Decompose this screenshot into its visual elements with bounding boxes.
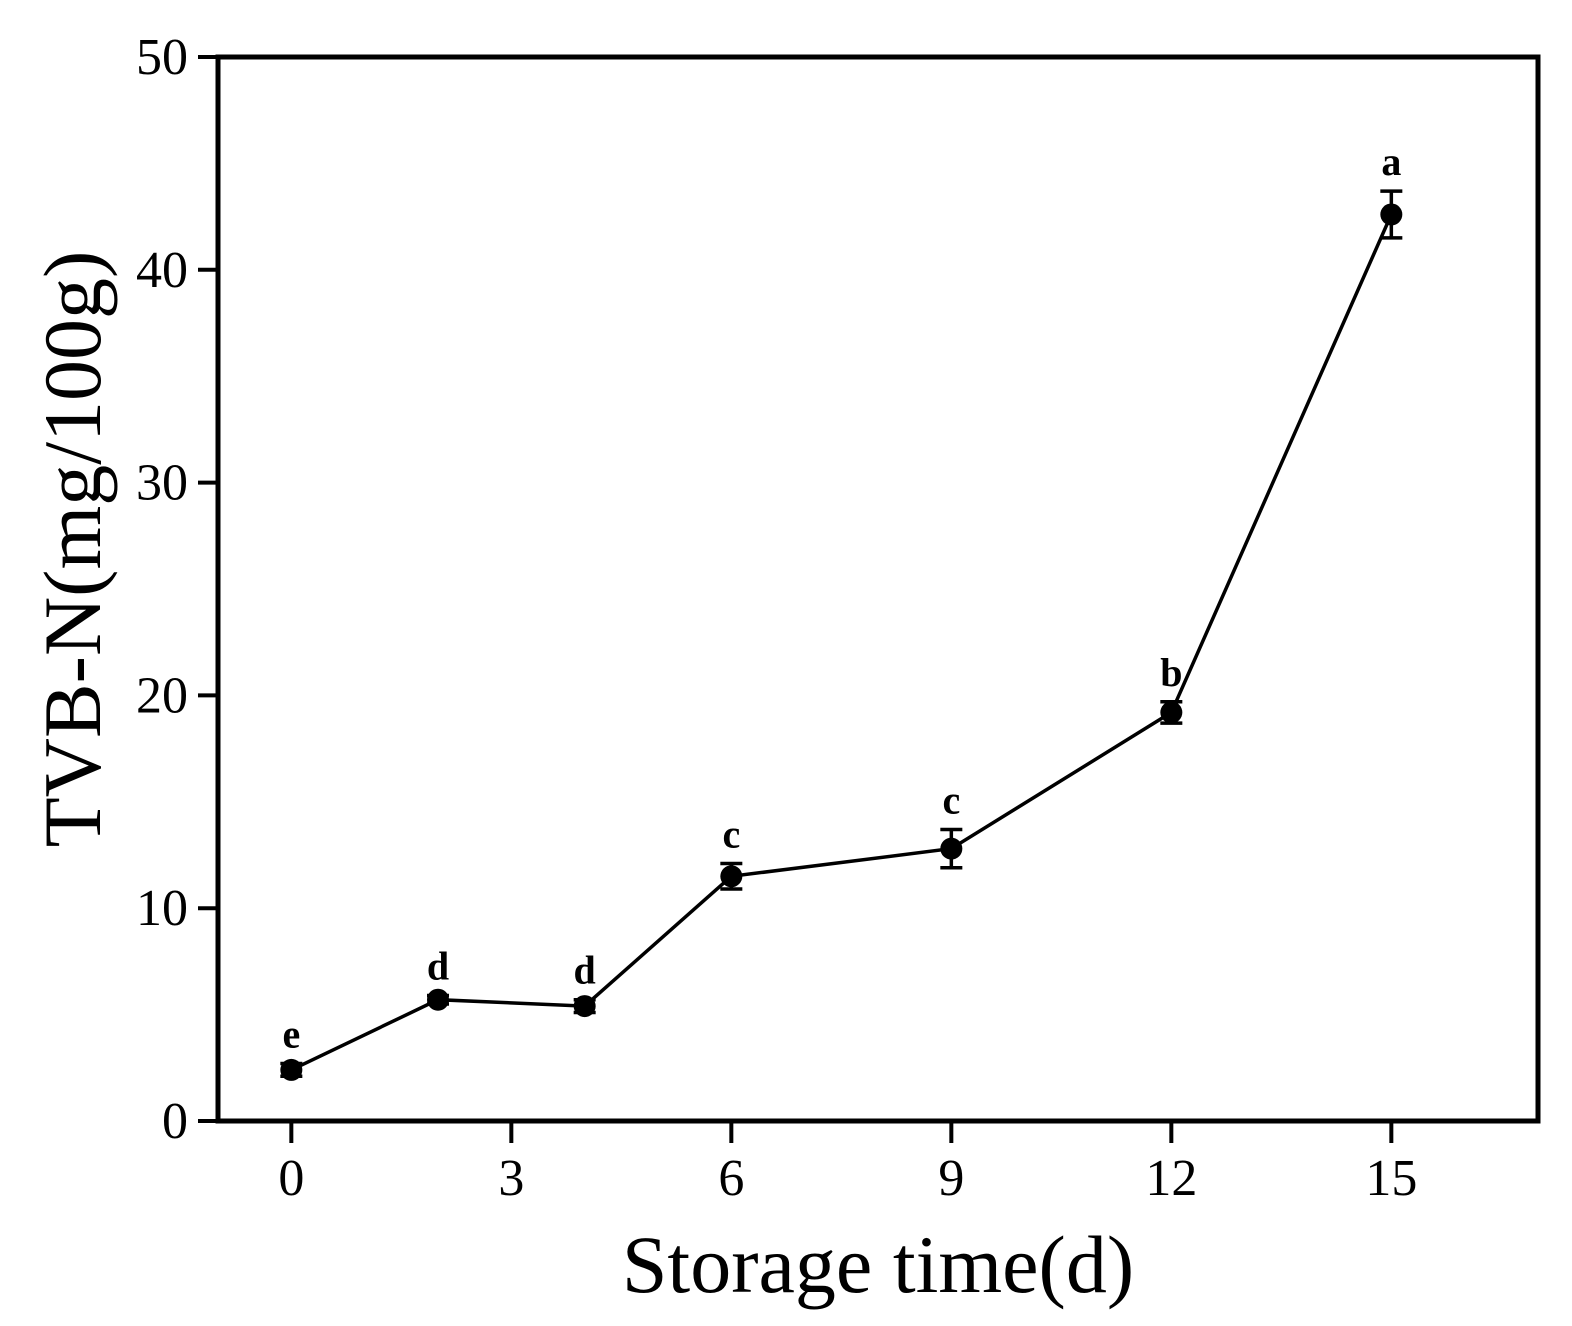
x-tick-label: 3: [498, 1150, 524, 1207]
x-tick-label: 9: [938, 1150, 964, 1207]
y-tick-label: 20: [136, 667, 188, 724]
significance-label: e: [282, 1012, 300, 1057]
x-tick-label: 0: [278, 1150, 304, 1207]
significance-label: d: [427, 943, 449, 988]
data-point: [1380, 203, 1403, 226]
y-axis: 0 10 20 30 40 50: [136, 29, 218, 1150]
y-axis-title: TVB-N(mg/100g): [27, 251, 118, 848]
x-axis: 0 3 6 9 12 15: [278, 1121, 1417, 1207]
data-point: [1160, 701, 1183, 724]
x-tick-label: 12: [1145, 1150, 1197, 1207]
significance-label: b: [1160, 650, 1182, 695]
plot-area: e d d c c b a: [280, 139, 1403, 1081]
plot-frame: [215, 54, 1541, 1124]
x-tick-label: 6: [718, 1150, 744, 1207]
y-tick-label: 40: [136, 242, 188, 299]
data-point: [573, 995, 596, 1018]
y-tick-label: 0: [162, 1093, 188, 1150]
data-point: [940, 837, 963, 860]
x-axis-title: Storage time(d): [622, 1219, 1134, 1310]
significance-label: a: [1381, 139, 1401, 184]
y-tick-label: 10: [136, 880, 188, 937]
significance-label: c: [942, 777, 960, 822]
data-point: [280, 1058, 303, 1081]
series-line: [290, 213, 1393, 1072]
data-point: [720, 865, 743, 888]
data-point: [427, 988, 449, 1011]
y-tick-label: 50: [136, 29, 188, 86]
significance-label: d: [574, 948, 596, 993]
y-tick-label: 30: [136, 455, 188, 512]
x-tick-label: 15: [1365, 1150, 1417, 1207]
significance-label: c: [722, 812, 740, 857]
